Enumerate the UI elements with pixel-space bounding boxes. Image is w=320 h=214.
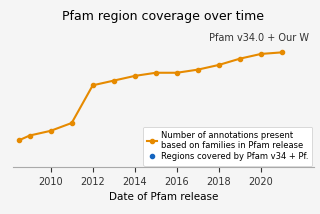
Title: Pfam region coverage over time: Pfam region coverage over time	[62, 10, 264, 23]
Text: Pfam v34.0 + Our W: Pfam v34.0 + Our W	[209, 33, 309, 43]
X-axis label: Date of Pfam release: Date of Pfam release	[108, 192, 218, 202]
Legend: Number of annotations present
based on families in Pfam release, Regions covered: Number of annotations present based on f…	[143, 127, 312, 166]
